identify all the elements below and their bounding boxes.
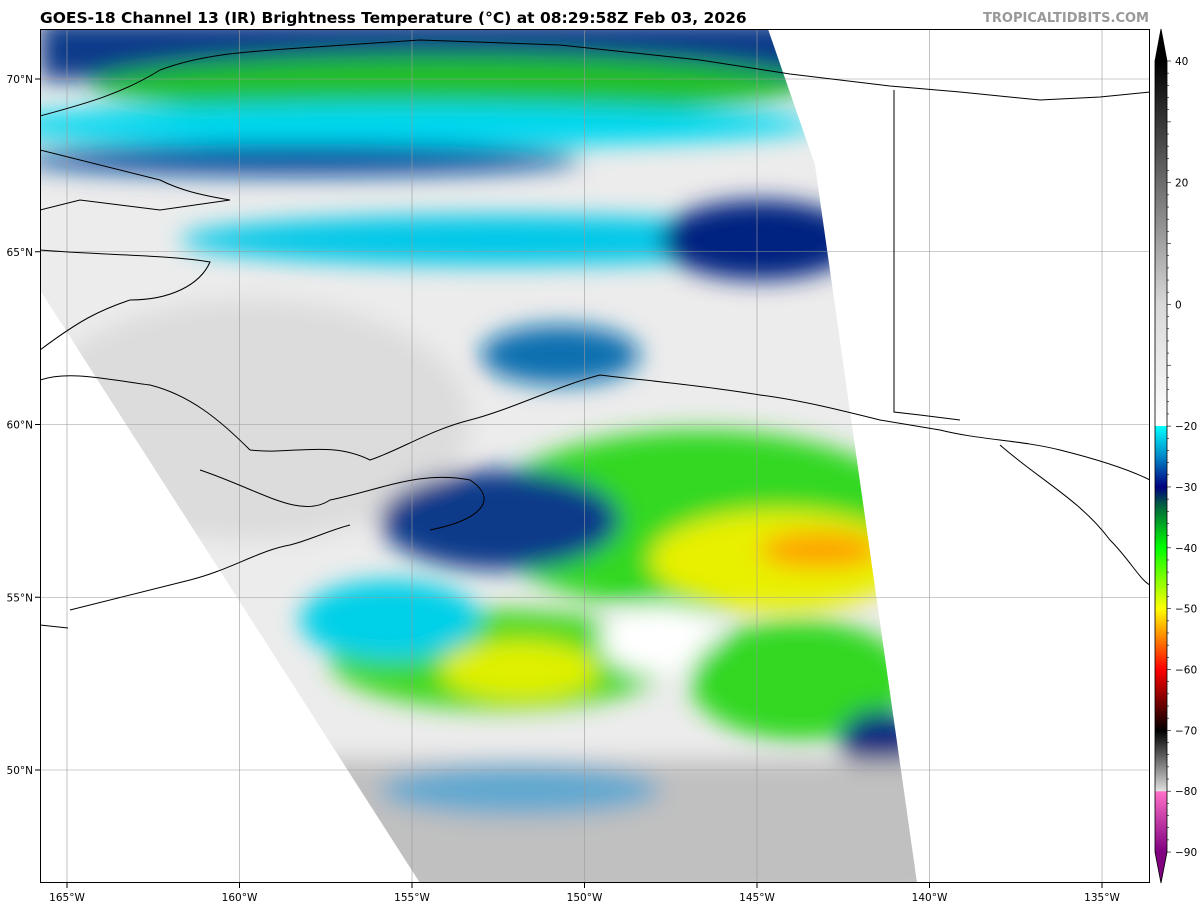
longitude-label: 140°W: [912, 892, 948, 904]
latitude-label: 70°N: [7, 74, 33, 86]
colorbar-label: −20: [1175, 421, 1197, 433]
longitude-label: 165°W: [49, 892, 85, 904]
coastlines: [40, 39, 1150, 629]
colorbar-label: −70: [1175, 725, 1197, 737]
longitude-label: 150°W: [567, 892, 603, 904]
colorbar-label: −80: [1175, 786, 1197, 798]
colorbar-label: −60: [1175, 665, 1197, 677]
latitude-label: 55°N: [7, 592, 33, 604]
map-title: GOES-18 Channel 13 (IR) Brightness Tempe…: [40, 9, 747, 27]
colorbar: 40 20 0 −20 −30 −40 −50 −60 −70 −80 −90: [1154, 28, 1197, 884]
colorbar-label: −30: [1175, 482, 1197, 494]
site-credit: TROPICALTIDBITS.COM: [983, 11, 1149, 26]
colorbar-label: −50: [1175, 604, 1197, 616]
colorbar-label: 20: [1175, 178, 1188, 190]
longitude-label: 145°W: [739, 892, 775, 904]
longitude-label: 155°W: [394, 892, 430, 904]
colorbar-label: −40: [1175, 543, 1197, 555]
colorbar-gradient: [1155, 61, 1167, 853]
longitude-label: 160°W: [222, 892, 258, 904]
colorbar-extend-min: [1155, 852, 1167, 883]
imagery: [40, 29, 1150, 883]
colorbar-label: −90: [1175, 847, 1197, 859]
longitude-label: 135°W: [1084, 892, 1120, 904]
latitude-label: 50°N: [7, 765, 33, 777]
latitude-labels: 70°N 65°N 60°N 55°N 50°N: [7, 74, 40, 777]
longitude-labels: 165°W 160°W 155°W 150°W 145°W 140°W 135°W: [49, 883, 1120, 904]
colorbar-label: 0: [1175, 299, 1182, 311]
colorbar-extend-max: [1155, 29, 1167, 61]
gridlines: [40, 29, 1150, 883]
latitude-label: 60°N: [7, 420, 33, 432]
ir-swath: [40, 29, 917, 883]
latitude-label: 65°N: [7, 247, 33, 259]
colorbar-label: 40: [1175, 56, 1188, 68]
